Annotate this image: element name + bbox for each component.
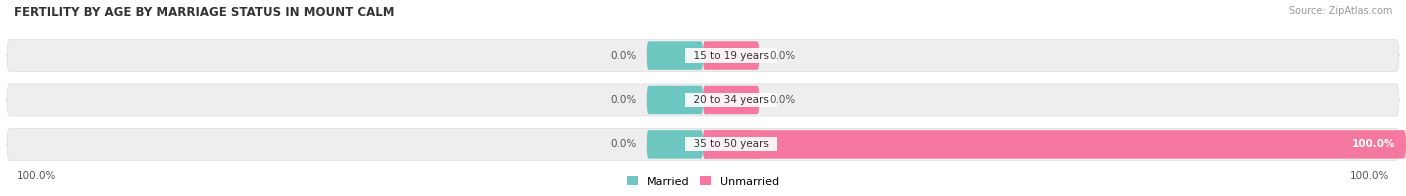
FancyBboxPatch shape <box>7 84 1399 116</box>
FancyBboxPatch shape <box>647 41 703 70</box>
Text: 100.0%: 100.0% <box>1350 171 1389 181</box>
Text: 0.0%: 0.0% <box>770 51 796 61</box>
Text: 0.0%: 0.0% <box>610 95 637 105</box>
FancyBboxPatch shape <box>703 130 759 159</box>
FancyBboxPatch shape <box>7 128 1399 160</box>
Text: 0.0%: 0.0% <box>610 51 637 61</box>
Text: FERTILITY BY AGE BY MARRIAGE STATUS IN MOUNT CALM: FERTILITY BY AGE BY MARRIAGE STATUS IN M… <box>14 6 395 19</box>
FancyBboxPatch shape <box>703 41 759 70</box>
FancyBboxPatch shape <box>703 86 759 114</box>
FancyBboxPatch shape <box>647 130 703 159</box>
Text: 0.0%: 0.0% <box>610 139 637 149</box>
FancyBboxPatch shape <box>647 86 703 114</box>
Text: Source: ZipAtlas.com: Source: ZipAtlas.com <box>1288 6 1392 16</box>
Text: 100.0%: 100.0% <box>1353 139 1396 149</box>
Text: 20 to 34 years: 20 to 34 years <box>688 95 775 105</box>
FancyBboxPatch shape <box>7 40 1399 72</box>
Text: 35 to 50 years: 35 to 50 years <box>688 139 775 149</box>
Text: 0.0%: 0.0% <box>770 95 796 105</box>
Text: 15 to 19 years: 15 to 19 years <box>688 51 775 61</box>
Text: 100.0%: 100.0% <box>17 171 56 181</box>
FancyBboxPatch shape <box>703 130 1406 159</box>
Legend: Married, Unmarried: Married, Unmarried <box>627 176 779 187</box>
